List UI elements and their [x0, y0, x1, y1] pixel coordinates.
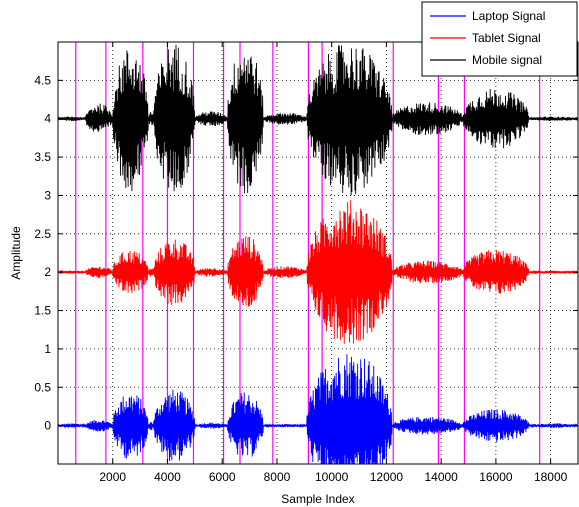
legend: Laptop Signal Tablet Signal Mobile signal [421, 1, 578, 77]
y-tick-label: 4 [44, 112, 51, 126]
y-tick-label: 0 [44, 419, 51, 433]
y-tick-label: 1 [44, 342, 51, 356]
y-tick-label: 0.5 [34, 380, 51, 394]
signal-series [58, 44, 578, 464]
legend-entry: Tablet Signal [472, 31, 541, 45]
y-tick-label: 2.5 [34, 227, 51, 241]
y-tick-label: 4.5 [34, 73, 51, 87]
legend-entry: Laptop Signal [472, 9, 545, 23]
x-tick-label: 16000 [479, 470, 513, 484]
x-axis-label: Sample Index [281, 492, 354, 506]
y-tick-label: 3 [44, 188, 51, 202]
series-tablet-signal [58, 200, 578, 345]
x-tick-label: 12000 [370, 470, 404, 484]
x-tick-label: 10000 [315, 470, 349, 484]
plot-frame [57, 41, 579, 465]
series-laptop-signal [58, 354, 578, 464]
axis-ticks: 2000 4000 6000 8000 10000 12000 14000 16000 1800… [34, 42, 578, 484]
y-tick-label: 2 [44, 265, 51, 279]
x-tick-label: 2000 [99, 470, 126, 484]
x-tick-label: 18000 [534, 470, 568, 484]
series-mobile-signal [58, 44, 578, 196]
x-tick-label: 6000 [209, 470, 236, 484]
y-tick-label: 1.5 [34, 304, 51, 318]
y-tick-label: 3.5 [34, 150, 51, 164]
y-axis-label: Amplitude [9, 226, 23, 280]
legend-entry: Mobile signal [472, 53, 542, 67]
x-tick-label: 8000 [264, 470, 291, 484]
x-tick-label: 4000 [154, 470, 181, 484]
x-tick-label: 14000 [424, 470, 458, 484]
legend-box [421, 1, 578, 77]
